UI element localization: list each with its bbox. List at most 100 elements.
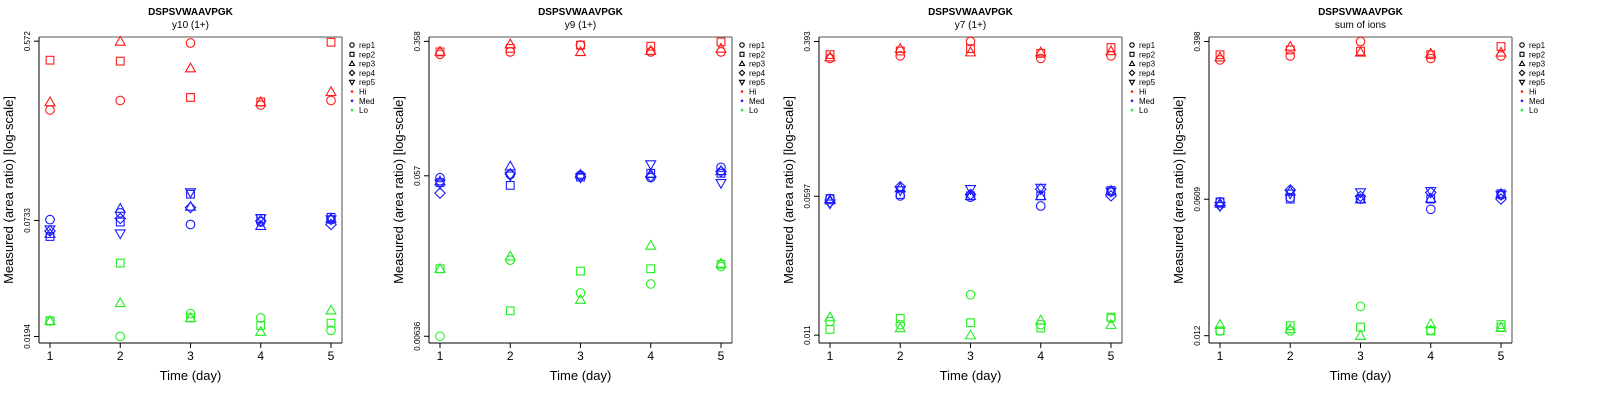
point-lo-rep3-day2 xyxy=(114,296,127,308)
legend-label-rep1: rep1 xyxy=(1529,41,1546,50)
y-axis-label: Measured (area ratio) [log-scale] xyxy=(391,96,406,284)
data-points xyxy=(824,36,1117,340)
point-lo-rep1-day3 xyxy=(1355,301,1366,312)
y-axis-label: Measured (area ratio) [log-scale] xyxy=(781,96,796,284)
y-tick-label: 0.0597 xyxy=(803,183,812,208)
point-med-rep5-day3 xyxy=(964,185,977,196)
point-med-rep5-day4 xyxy=(254,214,267,225)
point-hi-rep3-day4 xyxy=(644,44,657,55)
point-lo-rep3-day5 xyxy=(715,257,727,268)
legend-label-rep1: rep1 xyxy=(1139,41,1156,50)
point-lo-rep3-day2 xyxy=(1284,322,1297,334)
point-hi-rep2-day4 xyxy=(646,41,656,51)
y-tick-label: 0.057 xyxy=(413,165,422,186)
point-lo-rep2-day5 xyxy=(1496,320,1506,329)
point-med-rep4-day4 xyxy=(644,170,657,183)
point-med-rep4-day3 xyxy=(964,188,977,201)
point-med-rep5-day5 xyxy=(1495,190,1507,202)
point-lo-rep1-day2 xyxy=(115,331,126,342)
chart-panel-2: DSPSVWAAVPGK y9 (1+) 1 2 3 4 5 Time (day) 0.0063… xyxy=(390,0,780,400)
point-lo-rep3-day5 xyxy=(1495,321,1507,332)
legend-dot-med xyxy=(350,99,354,103)
legend-symbol-rep3 xyxy=(1128,59,1136,67)
point-lo-rep3-day2 xyxy=(504,250,517,261)
point-hi-rep2-day3 xyxy=(576,40,585,50)
legend-label-lo: Lo xyxy=(749,106,758,115)
point-med-rep3-day5 xyxy=(715,164,727,176)
x-tick-label: 3 xyxy=(967,349,974,363)
chart-svg: DSPSVWAAVPGK y9 (1+) 1 2 3 4 5 Time (day) 0.0063… xyxy=(391,7,766,383)
point-lo-rep3-day2 xyxy=(894,321,907,333)
legend-symbol-rep3 xyxy=(348,59,356,67)
point-lo-rep2-day4 xyxy=(1426,326,1436,336)
y-tick-label: 0.00636 xyxy=(413,321,422,350)
legend-label-hi: Hi xyxy=(1529,88,1537,97)
chart-title: DSPSVWAAVPGK xyxy=(148,7,234,18)
point-med-rep5-day3 xyxy=(574,173,587,184)
y-tick-label: 0.398 xyxy=(1193,31,1202,52)
chart-svg: DSPSVWAAVPGK y7 (1+) 1 2 3 4 5 Time (day) 0.011 0… xyxy=(781,7,1156,383)
point-hi-rep1-day2 xyxy=(1285,51,1296,61)
point-hi-rep2-day1 xyxy=(825,50,835,60)
point-hi-rep1-day3 xyxy=(1355,36,1366,47)
point-hi-rep3-day5 xyxy=(1105,44,1117,56)
point-med-rep3-day5 xyxy=(1105,184,1117,195)
x-axis-label: Time (day) xyxy=(160,368,222,383)
point-hi-rep3-day2 xyxy=(1284,40,1297,51)
legend-label-hi: Hi xyxy=(1139,88,1147,97)
chart-subtitle: sum of ions xyxy=(1335,20,1386,31)
x-tick-label: 4 xyxy=(647,349,654,363)
x-tick-label: 4 xyxy=(1037,349,1044,363)
point-med-rep4-day2 xyxy=(1284,184,1297,196)
point-lo-rep3-day4 xyxy=(1034,314,1047,325)
legend-label-lo: Lo xyxy=(359,106,368,115)
point-med-rep5-day5 xyxy=(715,178,727,190)
x-tick-label: 2 xyxy=(1287,349,1294,363)
legend-dot-hi xyxy=(1520,90,1524,93)
legend-symbol-rep2 xyxy=(739,51,745,57)
legend-label-lo: Lo xyxy=(1529,106,1538,115)
legend-label-rep1: rep1 xyxy=(359,41,376,50)
chart-subtitle: y10 (1+) xyxy=(172,20,209,31)
y-tick-label: 0.393 xyxy=(803,31,812,52)
point-lo-rep3-day3 xyxy=(964,329,977,340)
point-lo-rep3-day3 xyxy=(184,311,197,323)
point-hi-rep2-day5 xyxy=(326,37,336,47)
x-tick-label: 1 xyxy=(827,349,834,363)
x-axis-label: Time (day) xyxy=(940,368,1002,383)
x-tick-label: 5 xyxy=(328,349,335,363)
x-tick-label: 3 xyxy=(187,349,194,363)
legend-dot-hi xyxy=(1130,90,1134,93)
chart-panel-4: DSPSVWAAVPGK sum of ions 1 2 3 4 5 Time (day) 0.… xyxy=(1170,0,1560,400)
point-lo-rep3-day3 xyxy=(574,293,587,304)
point-med-rep3-day2 xyxy=(504,160,517,171)
x-tick-label: 3 xyxy=(1357,349,1364,363)
point-lo-rep2-day1 xyxy=(825,324,835,334)
point-hi-rep1-day5 xyxy=(1106,50,1116,61)
point-hi-rep2-day3 xyxy=(966,44,975,54)
x-tick-label: 2 xyxy=(507,349,514,363)
point-hi-rep2-day2 xyxy=(115,56,125,66)
point-med-rep4-day2 xyxy=(894,180,907,193)
point-hi-rep2-day1 xyxy=(1215,50,1225,60)
point-hi-rep3-day2 xyxy=(114,35,127,46)
point-med-rep4-day5 xyxy=(1495,193,1507,206)
x-tick-label: 2 xyxy=(897,349,904,363)
point-med-rep5-day1 xyxy=(434,179,446,190)
point-med-rep5-day3 xyxy=(184,188,197,199)
point-hi-rep3-day1 xyxy=(44,95,56,107)
legend-label-rep2: rep2 xyxy=(749,50,766,59)
point-med-rep5-day2 xyxy=(504,171,517,182)
point-med-rep1-day5 xyxy=(716,162,726,173)
legend-symbol-rep3 xyxy=(738,59,746,67)
point-hi-rep3-day1 xyxy=(824,51,836,62)
x-tick-label: 1 xyxy=(1217,349,1224,363)
point-med-rep4-day5 xyxy=(715,165,727,178)
point-med-rep4-day1 xyxy=(434,187,446,200)
point-lo-rep3-day5 xyxy=(1105,318,1117,329)
point-lo-rep3-day1 xyxy=(44,314,56,326)
point-hi-rep2-day5 xyxy=(1106,43,1116,52)
point-med-rep3-day4 xyxy=(1424,192,1437,203)
point-med-rep2-day2 xyxy=(115,217,125,227)
